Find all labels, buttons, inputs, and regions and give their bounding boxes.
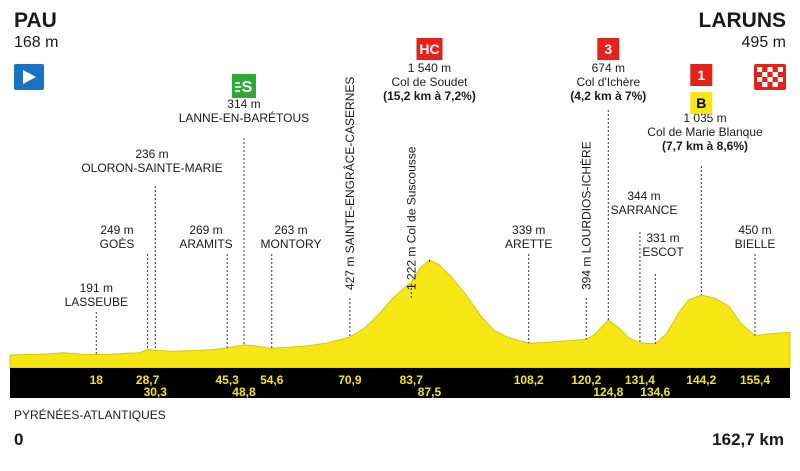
climb-category-badge [690, 64, 713, 86]
point-altitude: 1 035 m [683, 111, 726, 125]
department-label: PYRÉNÉES-ATLANTIQUES [14, 408, 166, 422]
km-marker: 83,7 [400, 373, 424, 387]
km-marker: 45,3 [215, 373, 239, 387]
km-marker: 70,9 [338, 373, 362, 387]
start-flag-icon [14, 64, 44, 90]
point-name: MONTORY [261, 237, 322, 251]
point-name: SARRANCE [611, 203, 678, 217]
finish-flag-check [777, 77, 783, 82]
point-altitude: 344 m [627, 189, 660, 203]
profile-point: 427 m SAINTE-ENGRÂCE-CASERNES [342, 77, 357, 338]
start-distance: 0 [14, 430, 24, 449]
point-name: ARAMITS [179, 237, 232, 251]
climb-category-label: 1 [697, 67, 705, 83]
profile-point: 1 222 m Col de Suscousse [404, 146, 418, 298]
point-name: Col de Marie Blanque [647, 125, 763, 139]
km-marker: 54,6 [260, 373, 284, 387]
finish-flag-check [767, 77, 773, 82]
finish-flag-check [762, 82, 768, 87]
finish-flag-check [762, 72, 768, 77]
finish-city-name: LARUNS [698, 9, 787, 32]
point-name: OLORON-SAINTE-MARIE [81, 161, 222, 175]
point-altitude: 314 m [227, 97, 260, 111]
sprint-badge [231, 74, 256, 98]
point-name: Col de Soudet [391, 75, 468, 89]
finish-flag-check [757, 77, 763, 82]
point-altitude: 450 m [738, 223, 771, 237]
km-marker: 87,5 [418, 385, 442, 399]
point-altitude: 263 m [274, 223, 307, 237]
climb-detail: (4,2 km à 7%) [570, 89, 646, 103]
finish-flag-check [757, 67, 763, 72]
finish-altitude: 495 m [741, 34, 786, 51]
km-marker: 131,4 [625, 373, 655, 387]
bonus-badge [690, 92, 713, 114]
climb-category-label: 3 [604, 41, 612, 57]
point-name: BIELLE [735, 237, 776, 251]
point-altitude: 674 m [592, 61, 625, 75]
point-name: Col d'Ichère [576, 75, 640, 89]
point-altitude: 1 540 m [408, 61, 451, 75]
point-name: ARETTE [505, 237, 552, 251]
climb-detail: (7,7 km à 8,6%) [662, 139, 748, 153]
point-vertical-label: 1 222 m Col de Suscousse [404, 146, 418, 290]
km-marker: 155,4 [740, 373, 770, 387]
point-altitude: 331 m [646, 231, 679, 245]
point-altitude: 249 m [100, 223, 133, 237]
km-marker: 134,6 [640, 385, 670, 399]
bonus-badge-label: B [696, 95, 706, 111]
point-name: GOÈS [100, 236, 135, 251]
km-marker: 30,3 [144, 385, 168, 399]
km-marker: 48,8 [232, 385, 256, 399]
finish-flag-check [772, 82, 778, 87]
km-marker: 120,2 [571, 373, 601, 387]
point-name: ESCOT [642, 245, 684, 259]
finish-flag-check [777, 67, 783, 72]
point-altitude: 269 m [189, 223, 222, 237]
finish-flag-icon [754, 64, 786, 90]
km-marker: 108,2 [514, 373, 544, 387]
km-marker: 124,8 [593, 385, 623, 399]
point-vertical-label: 427 m SAINTE-ENGRÂCE-CASERNES [342, 77, 357, 290]
finish-flag-check [772, 72, 778, 77]
climb-detail: (15,2 km à 7,2%) [383, 89, 476, 103]
profile-point: 394 m LOURDIOS-ICHÈRE [578, 141, 593, 340]
point-altitude: 236 m [135, 147, 168, 161]
climb-category-badge [416, 38, 443, 60]
start-altitude: 168 m [14, 34, 59, 51]
km-marker: 28,7 [136, 373, 160, 387]
point-name: LANNE-EN-BARÉTOUS [179, 110, 309, 125]
sprint-badge-icon: S [242, 79, 253, 96]
point-altitude: 339 m [512, 223, 545, 237]
climb-category-badge [597, 38, 620, 60]
km-marker: 144,2 [686, 373, 716, 387]
km-marker: 18 [90, 373, 104, 387]
finish-flag-check [767, 67, 773, 72]
point-vertical-label: 394 m LOURDIOS-ICHÈRE [578, 141, 593, 290]
point-altitude: 191 m [80, 281, 113, 295]
elevation-profile-area [9, 259, 791, 369]
climb-category-label: HC [419, 41, 439, 57]
point-name: LASSEUBE [65, 295, 128, 309]
road-bar [10, 368, 790, 398]
start-city-name: PAU [14, 9, 57, 32]
finish-distance: 162,7 km [712, 430, 784, 449]
